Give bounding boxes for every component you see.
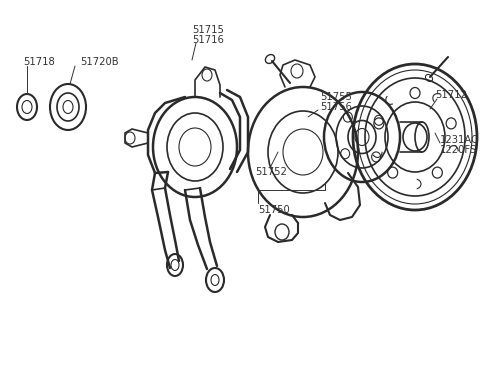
Text: 51756: 51756 — [320, 102, 352, 112]
Text: 51716: 51716 — [192, 35, 224, 45]
Text: 51715: 51715 — [192, 25, 224, 35]
Text: 51718: 51718 — [23, 57, 55, 67]
Text: 51750: 51750 — [258, 205, 290, 215]
Text: 51720B: 51720B — [80, 57, 119, 67]
Text: 51755: 51755 — [320, 92, 352, 102]
Text: 1231AC: 1231AC — [440, 135, 479, 145]
Text: 1220FS: 1220FS — [440, 145, 477, 155]
Text: 51712: 51712 — [435, 90, 467, 100]
Text: 51752: 51752 — [255, 167, 287, 177]
